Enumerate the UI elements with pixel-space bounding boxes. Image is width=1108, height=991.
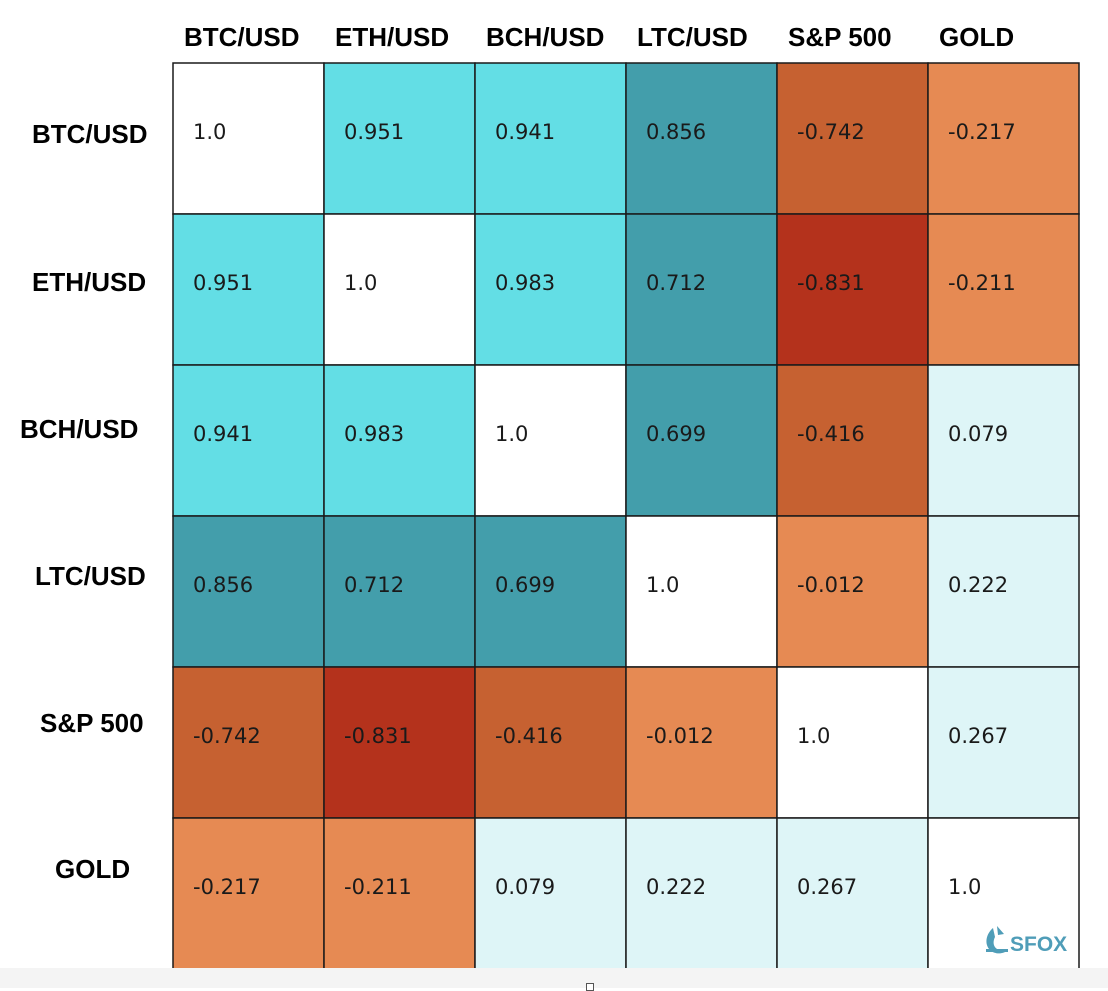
heatmap-cell [776,62,929,215]
heatmap-cell [474,817,627,968]
cell-value-label: -0.012 [797,573,865,597]
cell-value-label: 1.0 [646,573,679,597]
heatmap-cell [323,515,476,668]
sfox-logo: SFOX [986,926,1067,956]
cell-value-label: 0.699 [646,422,706,446]
bottom-strip [0,968,1108,988]
heatmap-cell [625,364,778,517]
cell-value-label: 0.856 [646,120,706,144]
cell-value-label: -0.416 [797,422,865,446]
column-label: GOLD [939,22,1014,52]
column-label: BTC/USD [184,22,300,52]
cell-value-label: -0.211 [948,271,1016,295]
heatmap-cell [776,666,929,819]
cell-value-label: -0.742 [193,724,261,748]
cell-value-label: 0.712 [344,573,404,597]
row-label: BTC/USD [32,119,148,149]
cell-value-label: -0.217 [948,120,1016,144]
heatmap-cell [927,213,1080,366]
heatmap-cell [927,62,1080,215]
cell-value-label: -0.217 [193,875,261,899]
bottom-marker [586,983,594,991]
cell-value-label: -0.831 [344,724,412,748]
cell-value-label: 1.0 [193,120,226,144]
cell-value-label: 0.079 [495,875,555,899]
row-label: GOLD [55,854,130,884]
cell-value-label: -0.831 [797,271,865,295]
column-label: ETH/USD [335,22,449,52]
column-label: LTC/USD [637,22,748,52]
heatmap-cell [323,62,476,215]
heatmap-cell [323,213,476,366]
heatmap-cell [172,515,325,668]
cell-value-label: 0.267 [797,875,857,899]
heatmap-cell [625,817,778,968]
row-label: BCH/USD [20,414,138,444]
cell-value-label: 0.856 [193,573,253,597]
heatmap-cell [625,515,778,668]
cell-value-label: 1.0 [948,875,981,899]
cell-value-label: 0.941 [495,120,555,144]
heatmap-cell [323,817,476,968]
sfox-logo-text: SFOX [1010,933,1067,956]
cell-value-label: 0.983 [495,271,555,295]
row-label: LTC/USD [35,561,146,591]
heatmap-cell [474,62,627,215]
cell-value-label: -0.416 [495,724,563,748]
heatmap-cell [172,62,325,215]
cell-value-label: 1.0 [495,422,528,446]
heatmap-cell [474,364,627,517]
heatmap-cell [927,666,1080,819]
cell-value-label: 0.079 [948,422,1008,446]
cell-value-label: -0.742 [797,120,865,144]
row-labels: BTC/USD ETH/USD BCH/USD LTC/USD S&P 500 GOLD [20,119,148,884]
heatmap-cell [776,364,929,517]
column-label: S&P 500 [788,22,892,52]
cell-value-label: 0.267 [948,724,1008,748]
sfox-logo-icon [986,926,1008,954]
heatmap-cell [172,817,325,968]
cell-value-label: 0.712 [646,271,706,295]
cell-value-label: 1.0 [344,271,377,295]
heatmap-cell [776,515,929,668]
heatmap-cell [474,666,627,819]
heatmap-cell [172,666,325,819]
row-label: S&P 500 [40,708,144,738]
cell-value-label: 0.222 [948,573,1008,597]
heatmap-cell [625,666,778,819]
cell-value-label: 0.951 [344,120,404,144]
cell-value-label: -0.211 [344,875,412,899]
heatmap-cells: 1.0 0.951 0.941 0.856 -0.742 -0.217 0.951 1.0 0.… [172,62,1080,968]
cell-value-label: 0.222 [646,875,706,899]
column-labels: BTC/USD ETH/USD BCH/USD LTC/USD S&P 500 GOLD [184,22,1014,52]
heatmap-cell [625,213,778,366]
cell-value-label: 0.983 [344,422,404,446]
heatmap-cell [625,62,778,215]
heatmap-cell [172,364,325,517]
cell-value-label: 0.941 [193,422,253,446]
cell-value-label: 0.699 [495,573,555,597]
correlation-heatmap: BTC/USD ETH/USD BCH/USD LTC/USD S&P 500 GOLD … [20,22,1080,968]
heatmap-cell [323,364,476,517]
heatmap-cell [927,364,1080,517]
column-label: BCH/USD [486,22,604,52]
heatmap-cell [474,515,627,668]
row-label: ETH/USD [32,267,146,297]
cell-value-label: 0.951 [193,271,253,295]
cell-value-label: 1.0 [797,724,830,748]
heatmap-cell [927,515,1080,668]
cell-value-label: -0.012 [646,724,714,748]
heatmap-cell [927,817,1080,968]
